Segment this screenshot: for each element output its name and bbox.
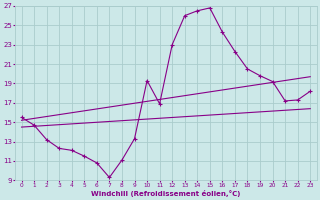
X-axis label: Windchill (Refroidissement éolien,°C): Windchill (Refroidissement éolien,°C) <box>91 190 241 197</box>
